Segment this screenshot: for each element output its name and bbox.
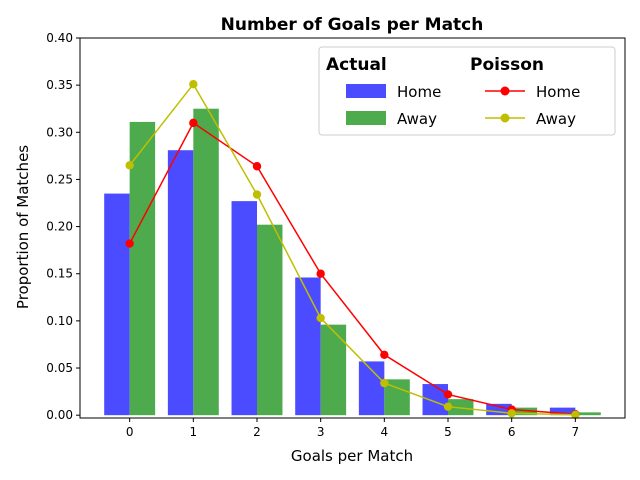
y-tick-label: 0.35	[46, 78, 73, 92]
bar-actual-away-3	[320, 324, 347, 416]
point-poisson-away-6	[507, 409, 516, 418]
x-tick-label: 4	[381, 425, 389, 439]
lines-layer	[125, 80, 580, 419]
y-tick-label: 0.40	[46, 31, 73, 45]
x-axis-label: Goals per Match	[291, 447, 413, 465]
point-poisson-away-1	[189, 80, 198, 89]
legend-actual-away-label: Away	[397, 110, 437, 128]
bar-actual-home-6	[486, 403, 512, 416]
plot-frame	[79, 37, 626, 419]
bar-actual-away-1	[193, 108, 219, 416]
bars-layer	[104, 108, 601, 416]
point-poisson-home-2	[252, 162, 262, 171]
x-tick-label: 6	[508, 425, 516, 439]
chart-title: Number of Goals per Match	[221, 15, 484, 35]
legend-title-actual: Actual	[326, 55, 387, 75]
y-axis-label: Proportion of Matches	[14, 145, 32, 309]
bar-actual-home-1	[167, 150, 194, 416]
y-tick-label: 0.30	[46, 125, 73, 139]
x-tick-label: 5	[444, 425, 452, 439]
point-poisson-away-4	[380, 378, 389, 388]
bar-actual-away-6	[511, 407, 538, 416]
bar-actual-home-0	[104, 193, 130, 416]
x-tick-label: 0	[126, 425, 134, 439]
legend-actual-home-swatch	[346, 84, 386, 98]
point-poisson-home-5	[443, 390, 453, 399]
x-tick-label: 3	[317, 425, 325, 439]
bar-actual-away-2	[256, 224, 283, 416]
point-poisson-home-0	[125, 239, 134, 248]
line-poisson-away	[129, 82, 576, 416]
x-tick-label: 2	[253, 425, 261, 439]
point-poisson-away-0	[125, 161, 134, 170]
x-tick-label: 1	[190, 425, 198, 439]
axes-layer: 0.00 0.05 0.10 0.15 0.20 0.25 0.30 0.35 0.40 0 1 2 3…	[46, 31, 626, 439]
y-tick-label: 0.10	[46, 314, 73, 328]
y-tick-label: 0.25	[46, 172, 73, 186]
x-tick-label: 7	[572, 425, 580, 439]
legend-poisson-away-label: Away	[536, 110, 576, 128]
point-poisson-away-7	[571, 410, 580, 419]
y-tick-label: 0.20	[46, 220, 73, 234]
legend-poisson-home-marker	[500, 86, 510, 96]
line-poisson-home	[128, 121, 576, 415]
bar-actual-home-5	[422, 384, 449, 416]
legend-poisson-away-marker	[500, 113, 510, 123]
point-poisson-home-1	[189, 118, 198, 128]
bar-actual-home-7	[549, 407, 576, 416]
legend-poisson-home-label: Home	[536, 83, 580, 101]
bar-actual-home-3	[295, 277, 321, 416]
bar-actual-home-2	[231, 201, 257, 416]
bar-actual-away-5	[448, 399, 474, 416]
y-tick-label: 0.15	[46, 267, 73, 281]
point-poisson-away-5	[443, 402, 453, 411]
legend-actual-home-label: Home	[397, 83, 441, 101]
point-poisson-away-3	[316, 313, 325, 323]
legend-title-poisson: Poisson	[470, 55, 544, 75]
legend: Actual Poisson Home Away Home Away	[318, 46, 616, 136]
point-poisson-home-4	[380, 350, 389, 360]
point-poisson-away-2	[252, 190, 262, 199]
bar-actual-away-7	[575, 412, 601, 416]
y-tick-label: 0.00	[46, 408, 73, 422]
y-tick-label: 0.05	[46, 361, 73, 375]
point-poisson-home-3	[316, 269, 325, 278]
bar-actual-away-0	[129, 121, 156, 416]
legend-actual-away-swatch	[346, 111, 386, 125]
legend-frame	[318, 46, 616, 136]
